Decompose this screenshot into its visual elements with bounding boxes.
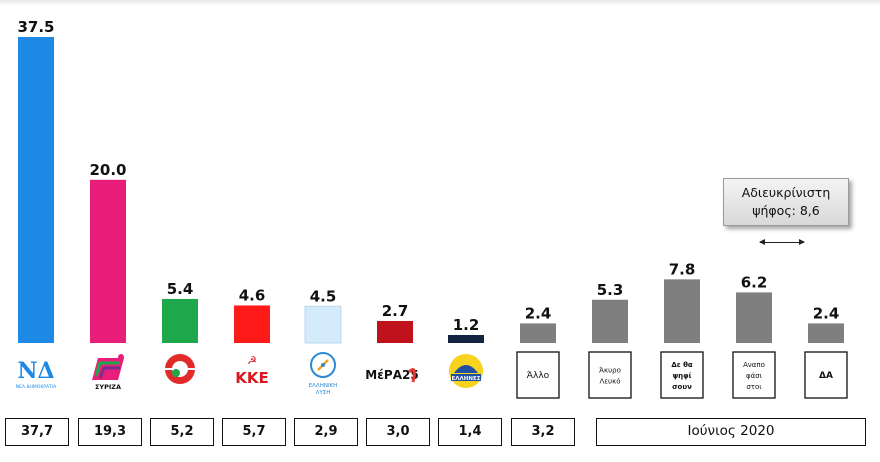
bar-10 [736, 292, 772, 343]
category-box-1 [588, 351, 632, 399]
elliniki-lysi-text: ΕΛΛΗΝΙΚΗ [309, 383, 338, 389]
nd-logo-subtext: ΝΕΑ ΔΗΜΟΚΡΑΤΙΑ [16, 384, 57, 390]
bar-value-label-10: 6.2 [741, 273, 768, 291]
bar-value-label-8: 5.3 [597, 281, 624, 299]
bar-8 [592, 299, 628, 343]
bar-value-label-2: 5.4 [167, 280, 194, 298]
june-2020-value-box-1: 19,3 [78, 418, 142, 446]
bar-1 [90, 179, 126, 343]
june-2020-value-box-6: 1,4 [438, 418, 502, 446]
syriza-logo-stripe-purple [98, 366, 120, 379]
june-2020-value-box-0: 37,7 [5, 418, 69, 446]
bar-value-label-4: 4.5 [310, 287, 337, 305]
ellines-logo-figure [454, 365, 478, 373]
note-line-1: Αδιευκρίνιστη [741, 185, 831, 200]
syriza-logo-text: ΣΥΡΙΖΑ [95, 383, 121, 391]
category-box-0 [516, 351, 560, 399]
category-box-1-line-0: Άκυρο [599, 367, 621, 375]
nd-logo-bg [16, 352, 56, 392]
bar-value-label-9: 7.8 [669, 260, 696, 278]
category-box-0-line-0: Άλλο [527, 371, 550, 381]
category-box-3 [732, 351, 776, 399]
category-box-3-line-1: φάσι [746, 372, 763, 380]
mera25-bird-icon [407, 368, 416, 383]
june-2020-value-box-7: 3,2 [511, 418, 575, 446]
double-arrow-icon [759, 239, 805, 245]
nd-logo-icon: ΝΔ [17, 358, 54, 384]
elliniki-lysi-center [321, 363, 325, 367]
kinal-logo-green-dot [172, 369, 180, 377]
syriza-logo-stripe-green [94, 361, 120, 377]
bar-5 [377, 320, 413, 343]
mera25-logo-icon: ΜέΡΑ25 [365, 368, 418, 382]
bar-value-label-0: 37.5 [17, 18, 54, 36]
june-2020-value-box-5: 3,0 [366, 418, 430, 446]
bar-7 [520, 323, 556, 343]
category-box-2-line-1: ψηφί [673, 372, 692, 380]
bar-3 [234, 305, 270, 343]
note-line-2: ψήφος: 8,6 [752, 203, 820, 218]
category-box-2-line-0: Δε θα [671, 361, 693, 369]
bar-4 [304, 305, 342, 344]
june-2020-label-box: Ιούνιος 2020 [596, 418, 866, 446]
category-box-2 [660, 351, 704, 399]
ellines-logo-text: ΕΛΛΗΝΕΣ [452, 376, 481, 382]
bar-value-label-11: 2.4 [813, 304, 840, 322]
category-box-4 [804, 351, 848, 399]
top-shadow-line [0, 0, 880, 6]
kke-logo-icon: ΚΚΕ [235, 369, 269, 387]
category-box-1-line-1: Λευκό [599, 378, 620, 386]
chart-plot: 37.5 20.0 5.4 4.6 4.5 2.7 1.2 2.4 5.3 7.8 6.2 2.4 ΝΔ… [16, 18, 848, 399]
category-box-4-line-0: ΔΑ [819, 371, 833, 381]
category-box-2-line-2: σουν [672, 383, 692, 391]
bar-value-label-5: 2.7 [382, 302, 409, 320]
june-2020-value-box-3: 5,7 [222, 418, 286, 446]
bar-value-label-6: 1.2 [453, 316, 480, 334]
bar-6 [448, 335, 484, 343]
june-2020-value-box-4: 2,9 [294, 418, 358, 446]
bar-9 [664, 279, 700, 343]
ellines-logo-banner [451, 374, 481, 381]
bar-11 [808, 323, 844, 343]
bar-2 [162, 298, 198, 343]
bar-value-label-1: 20.0 [89, 161, 126, 179]
category-box-3-line-0: Αναπο [743, 361, 765, 369]
category-box-3-line-2: στοι [746, 383, 762, 391]
june-2020-value-box-2: 5,2 [150, 418, 214, 446]
syriza-logo-star [118, 354, 124, 360]
bar-value-label-3: 4.6 [239, 286, 266, 304]
bar-0 [18, 37, 54, 343]
kke-hammer-sickle-icon: ☭ [247, 354, 257, 367]
undecided-note-box: Αδιευκρίνιστη ψήφος: 8,6 [723, 178, 849, 226]
bar-value-label-7: 2.4 [525, 304, 552, 322]
elliniki-lysi-subtext: ΛΥΣΗ [316, 390, 331, 396]
